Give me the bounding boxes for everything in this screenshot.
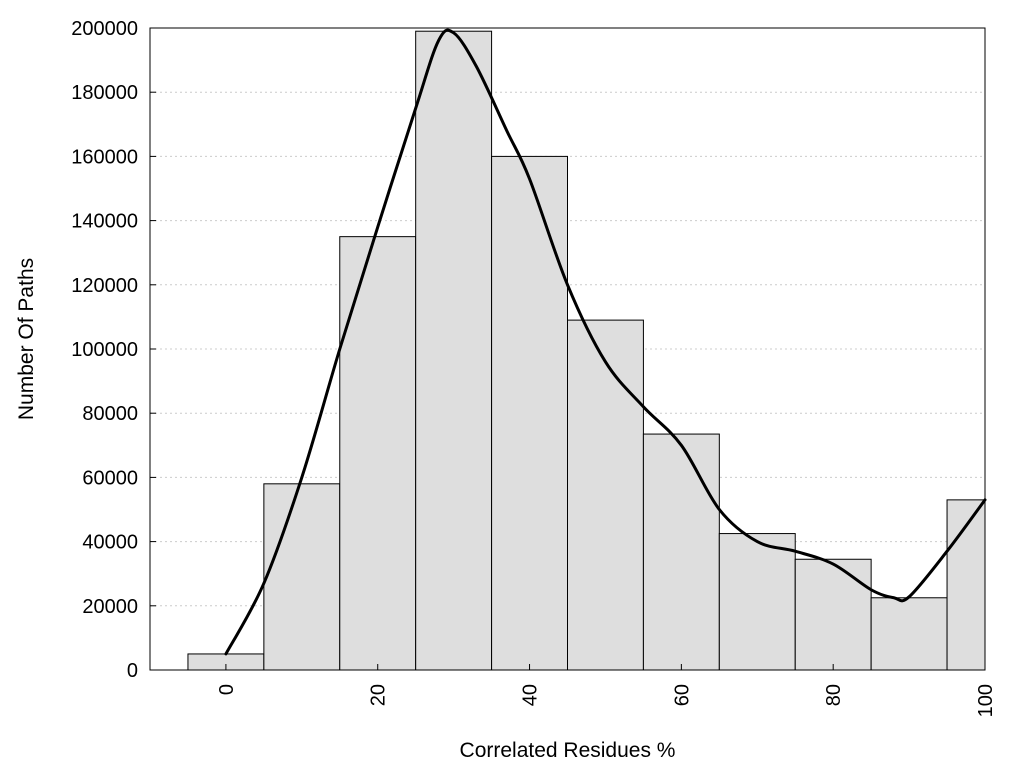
histogram-bar [415,30,493,671]
y-tick-label: 20000 [82,596,138,618]
histogram-bar [794,558,872,671]
histogram-bar [491,155,568,671]
x-tick-label: 20 [368,684,390,706]
x-axis-label: Correlated Residues % [460,739,676,762]
x-tick-label: 100 [975,684,997,717]
histogram-bar [263,483,341,671]
x-tick-label: 80 [823,684,845,706]
histogram-bar [870,597,948,671]
x-tick-label: 0 [216,684,238,695]
y-tick-label: 180000 [71,82,138,104]
density-curve-line [224,28,987,656]
y-tick-label: 100000 [71,339,138,361]
y-tick-label: 40000 [82,532,138,554]
x-tick-label: 40 [520,684,542,706]
y-tick-label: 120000 [71,275,138,297]
x-axis-ticks: 0 20 40 60 80 100 [216,664,997,717]
x-tick-label: 60 [671,684,693,706]
histogram-bar [642,433,720,671]
histogram-bar [718,533,796,671]
y-tick-label: 60000 [82,467,138,489]
histogram-bar [339,236,417,671]
histogram-bars [187,30,986,671]
y-tick-label: 160000 [71,146,138,168]
histogram-bar [567,319,644,671]
y-axis-label: Number Of Paths [15,258,38,420]
density-curve [224,28,987,656]
y-tick-label: 140000 [71,211,138,233]
y-tick-label: 80000 [82,403,138,425]
y-axis-ticks: 0 20000 40000 60000 80000 100000 120000 140000 1… [71,18,156,682]
y-tick-label: 200000 [71,18,138,40]
y-tick-label: 0 [127,660,138,682]
